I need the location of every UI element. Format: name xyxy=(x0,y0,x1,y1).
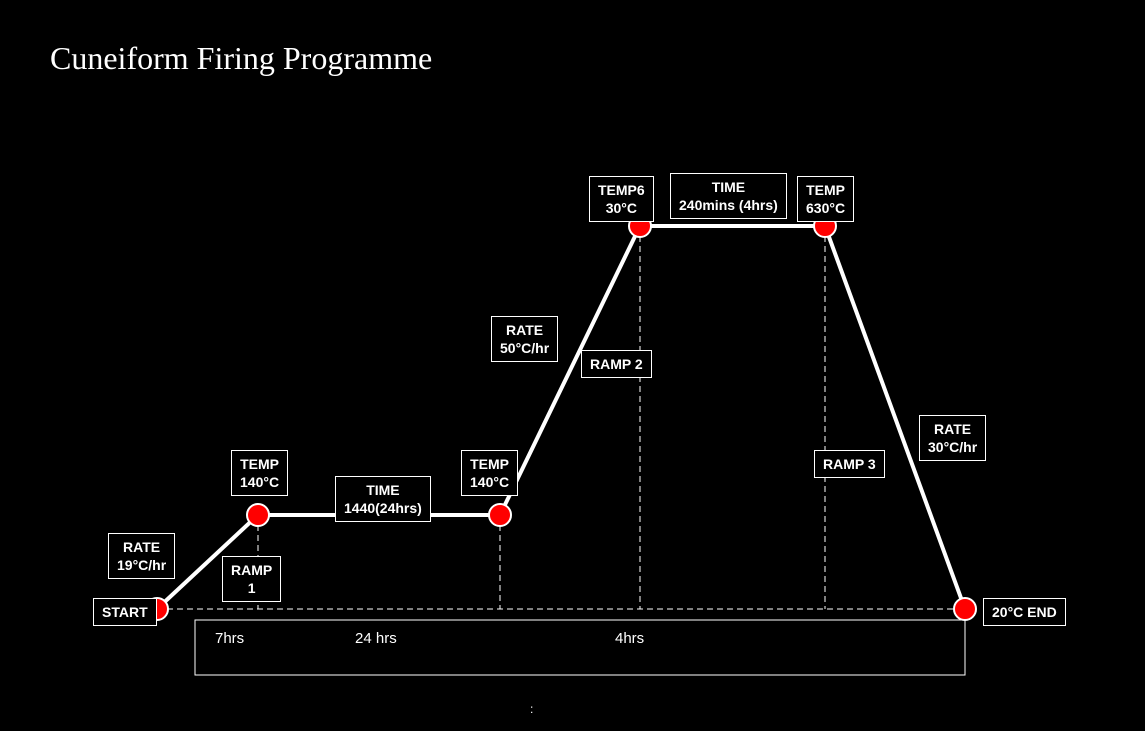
node-end xyxy=(954,598,976,620)
rate2-box: RATE50°C/hr xyxy=(491,316,558,362)
footer-colon: : xyxy=(530,702,533,716)
end-label: 20°C END xyxy=(983,598,1066,626)
axis-24hrs: 24 hrs xyxy=(355,630,397,647)
firing-chart-svg xyxy=(0,0,1145,731)
time2-box: TIME240mins (4hrs) xyxy=(670,173,787,219)
node-p2 xyxy=(489,504,511,526)
axis-7hrs: 7hrs xyxy=(215,630,244,647)
rate1-box: RATE19°C/hr xyxy=(108,533,175,579)
ramp1-box: RAMP1 xyxy=(222,556,281,602)
temp3-box: TEMP630°C xyxy=(589,176,654,222)
time1-box: TIME1440(24hrs) xyxy=(335,476,431,522)
temp1-box: TEMP140°C xyxy=(231,450,288,496)
axis-4hrs: 4hrs xyxy=(615,630,644,647)
rate3-box: RATE30°C/hr xyxy=(919,415,986,461)
node-p1 xyxy=(247,504,269,526)
start-label: START xyxy=(93,598,157,626)
temp4-box: TEMP630°C xyxy=(797,176,854,222)
ramp2-box: RAMP 2 xyxy=(581,350,652,378)
temp2-box: TEMP140°C xyxy=(461,450,518,496)
ramp3-box: RAMP 3 xyxy=(814,450,885,478)
